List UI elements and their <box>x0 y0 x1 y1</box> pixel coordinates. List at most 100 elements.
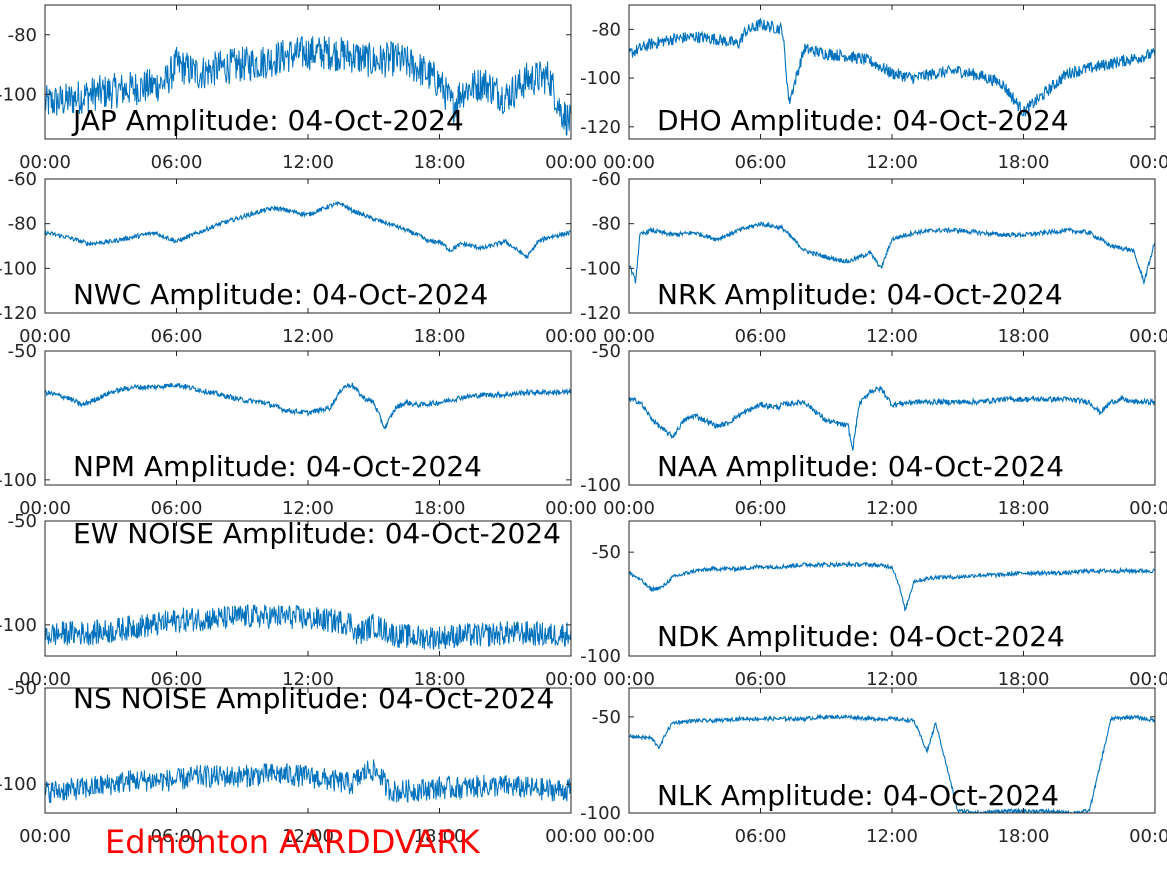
y-tick-label: -50 <box>592 341 621 362</box>
x-tick-label: 18:00 <box>414 498 466 519</box>
panel-title-naa: NAA Amplitude: 04-Oct-2024 <box>657 450 1064 483</box>
panel-title-nwc: NWC Amplitude: 04-Oct-2024 <box>73 278 488 311</box>
x-tick-label: 06:00 <box>735 669 787 690</box>
panel-dho: -80-100-12000:0006:0012:0018:0000:00DHO … <box>580 4 1167 173</box>
panel-title-dho: DHO Amplitude: 04-Oct-2024 <box>657 104 1069 137</box>
footer-label: Edmonton AARDDVARK <box>105 823 481 861</box>
panel-ew-noise: -50 -100 00:00 06:00 12:00 18:00 00:00 EW NOISE… <box>0 511 597 690</box>
y-tick-label: -100 <box>0 615 37 636</box>
x-tick-label: 18:00 <box>414 826 466 847</box>
x-tick-label: 06:00 <box>151 326 203 347</box>
y-tick-label: -100 <box>580 258 621 279</box>
series-line-npm <box>45 382 571 430</box>
x-tick-label: 18:00 <box>414 669 466 690</box>
x-tick-label: 12:00 <box>866 326 918 347</box>
y-tick-label: -100 <box>0 258 37 279</box>
y-tick-label: -80 <box>8 25 37 46</box>
panel-title-jap: JAP Amplitude: 04-Oct-2024 <box>71 104 464 137</box>
x-tick-label: 06:00 <box>151 498 203 519</box>
y-tick-label: -100 <box>580 68 621 89</box>
x-tick-label: 00:00 <box>603 326 655 347</box>
x-tick-label: 00:00 <box>1129 669 1167 690</box>
panel-ns-noise: -50 -100 00:00 06:00 12:00 18:00 00:00 NS NOISE… <box>0 678 597 847</box>
y-tick-label: -100 <box>580 646 621 667</box>
x-tick-label: 00:00 <box>19 326 71 347</box>
x-tick-label: 00:00 <box>1129 152 1167 173</box>
panel-title-ndk: NDK Amplitude: 04-Oct-2024 <box>657 620 1065 653</box>
x-tick-label: 00:00 <box>1129 498 1167 519</box>
x-tick-label: 00:00 <box>19 498 71 519</box>
y-tick-label: -50 <box>592 707 621 728</box>
y-tick-label: -80 <box>8 214 37 235</box>
x-tick-label: 00:00 <box>19 826 71 847</box>
y-tick-label: -120 <box>580 117 621 138</box>
x-tick-label: 12:00 <box>282 152 334 173</box>
panel-title-ns-noise: NS NOISE Amplitude: 04-Oct-2024 <box>73 682 554 715</box>
y-tick-label: -100 <box>580 803 621 824</box>
x-tick-label: 18:00 <box>998 326 1050 347</box>
x-tick-label: 00:00 <box>603 498 655 519</box>
panel-title-nlk: NLK Amplitude: 04-Oct-2024 <box>657 779 1059 812</box>
x-tick-label: 12:00 <box>282 826 334 847</box>
x-tick-label: 06:00 <box>735 326 787 347</box>
y-tick-label: -50 <box>8 678 37 699</box>
y-tick-label: -80 <box>592 19 621 40</box>
x-tick-label: 12:00 <box>282 326 334 347</box>
x-tick-label: 06:00 <box>151 152 203 173</box>
y-tick-label: -100 <box>580 475 621 496</box>
x-tick-label: 00:00 <box>19 669 71 690</box>
x-tick-label: 18:00 <box>998 152 1050 173</box>
y-tick-label: -120 <box>0 303 37 324</box>
x-tick-label: 00:00 <box>19 152 71 173</box>
x-tick-label: 12:00 <box>866 498 918 519</box>
y-tick-label: -60 <box>8 169 37 190</box>
x-tick-label: 12:00 <box>282 498 334 519</box>
panel-title-npm: NPM Amplitude: 04-Oct-2024 <box>73 450 482 483</box>
x-tick-label: 18:00 <box>998 498 1050 519</box>
series-line-jap <box>45 36 571 136</box>
x-tick-label: 00:00 <box>1129 826 1167 847</box>
x-tick-label: 12:00 <box>282 669 334 690</box>
y-tick-label: -100 <box>0 774 37 795</box>
x-tick-label: 12:00 <box>866 669 918 690</box>
x-tick-label: 06:00 <box>735 152 787 173</box>
panel-title-nrk: NRK Amplitude: 04-Oct-2024 <box>657 278 1063 311</box>
x-tick-label: 18:00 <box>414 152 466 173</box>
x-tick-label: 00:00 <box>603 669 655 690</box>
x-tick-label: 00:00 <box>545 498 597 519</box>
series-line-dho <box>629 17 1155 117</box>
series-line-ew-noise <box>45 604 571 650</box>
x-tick-label: 00:00 <box>545 826 597 847</box>
y-tick-label: -80 <box>592 214 621 235</box>
panel-title-ew-noise: EW NOISE Amplitude: 04-Oct-2024 <box>73 517 561 550</box>
panel-nrk: -60-80-100-12000:0006:0012:0018:0000:00N… <box>580 169 1167 347</box>
x-tick-label: 06:00 <box>735 826 787 847</box>
x-tick-label: 00:00 <box>603 826 655 847</box>
x-tick-label: 12:00 <box>866 152 918 173</box>
x-tick-label: 18:00 <box>998 826 1050 847</box>
y-tick-label: -100 <box>0 470 37 491</box>
x-tick-label: 06:00 <box>735 498 787 519</box>
series-line-nlk <box>629 713 1155 813</box>
x-tick-label: 00:00 <box>545 152 597 173</box>
y-tick-label: -50 <box>592 542 621 563</box>
series-line-ns-noise <box>45 759 571 804</box>
x-tick-label: 18:00 <box>414 326 466 347</box>
y-tick-label: -50 <box>8 341 37 362</box>
x-tick-label: 18:00 <box>998 669 1050 690</box>
x-tick-label: 00:00 <box>545 326 597 347</box>
x-tick-label: 00:00 <box>603 152 655 173</box>
y-tick-label: -120 <box>580 303 621 324</box>
x-tick-label: 00:00 <box>545 669 597 690</box>
x-tick-label: 00:00 <box>1129 326 1167 347</box>
y-tick-label: -60 <box>592 169 621 190</box>
x-tick-label: 12:00 <box>866 826 918 847</box>
x-tick-label: 06:00 <box>151 669 203 690</box>
y-tick-label: -100 <box>0 84 37 105</box>
